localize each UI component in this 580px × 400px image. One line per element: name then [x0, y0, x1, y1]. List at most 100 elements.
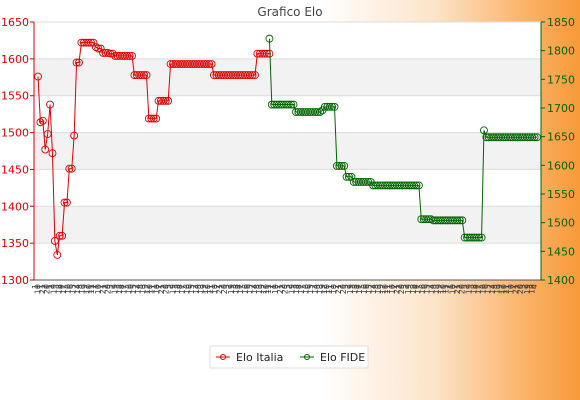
series-elo-italia [34, 38, 274, 259]
x-tick-label: 16 [479, 284, 488, 294]
x-tick-label: 20 [103, 284, 112, 294]
right-tick-label: 1450 [547, 245, 575, 258]
x-tick-label: 4 [353, 284, 362, 289]
x-tick-label: 19 [346, 284, 355, 294]
data-point-elo-fide [287, 100, 296, 109]
x-tick-label: 7 [367, 284, 376, 289]
x-tick-label: 2 [218, 284, 227, 289]
x-tick-label: 10 [388, 284, 397, 294]
right-tick-label: 1550 [547, 188, 575, 201]
right-tick-label: 1700 [547, 102, 575, 115]
x-tick-label: 2 [40, 284, 49, 289]
right-tick-label: 1500 [547, 217, 575, 230]
x-tick-label: 9 [495, 284, 504, 289]
x-tick-label: 10 [500, 284, 509, 294]
x-tick-label: 21 [511, 284, 520, 294]
x-tick-label: 3 [106, 284, 115, 289]
legend-item-elo-fide: Elo FIDE [300, 351, 365, 364]
x-tick-label: 3 [406, 284, 415, 289]
x-tick-label: 20 [220, 284, 229, 294]
legend-label-elo-italia: Elo Italia [236, 351, 283, 364]
x-tick-label: 18 [54, 284, 63, 294]
x-tick-label: 2 [332, 284, 341, 289]
data-point-elo-italia [41, 145, 50, 154]
x-tick-label: 7 [486, 284, 495, 289]
x-tick-label: 12 [320, 284, 329, 294]
x-tick-label: 10 [145, 284, 154, 294]
data-point-elo-fide [337, 161, 346, 170]
x-tick-label: 13 [138, 284, 147, 294]
x-tick-label: 21 [215, 284, 224, 294]
data-point-elo-italia [55, 231, 64, 240]
x-tick-label: 10 [152, 284, 161, 294]
data-point-elo-fide [475, 233, 484, 242]
x-tick-label: 11 [441, 284, 450, 294]
x-tick-label: 7 [248, 284, 257, 289]
x-tick-label: 18 [528, 284, 537, 294]
data-point-elo-italia [60, 198, 69, 207]
x-tick-label: 2 [108, 284, 117, 289]
x-tick-label: 20 [397, 284, 406, 294]
data-point-elo-italia [260, 49, 269, 58]
x-tick-label: 12 [201, 284, 210, 294]
x-tick-label: 4 [57, 284, 66, 289]
x-tick-label: 4 [530, 284, 539, 289]
x-tick-label: 13 [493, 284, 502, 294]
x-tick-label: 18 [292, 284, 301, 294]
legend-label-elo-fide: Elo FIDE [320, 351, 365, 364]
x-tick-label: 14 [488, 284, 497, 294]
data-point-elo-italia [207, 60, 216, 68]
x-tick-label: 7 [308, 284, 317, 289]
data-point-elo-fide [472, 233, 481, 242]
x-tick-label: 2 [155, 284, 164, 289]
x-tick-label: 1 [92, 284, 101, 289]
x-tick-label: 15 [187, 284, 196, 294]
x-tick-label: 6 [66, 284, 75, 289]
x-tick-label: 11 [87, 284, 96, 294]
right-tick-label: 1800 [547, 45, 575, 58]
data-point-elo-italia [48, 149, 57, 158]
x-tick-label: 9 [141, 284, 150, 289]
data-point-elo-italia [125, 51, 134, 60]
grid-band [34, 95, 541, 133]
x-tick-label: 10 [271, 284, 280, 294]
data-point-elo-fide [414, 181, 423, 190]
x-tick-label: 18 [232, 284, 241, 294]
left-tick-label: 1550 [1, 90, 29, 103]
x-tick-label: 9 [318, 284, 327, 289]
x-tick-label: 15 [364, 284, 373, 294]
x-tick-label: 18 [469, 284, 478, 294]
data-point-elo-italia [53, 250, 62, 259]
x-tick-label: 3 [290, 284, 299, 289]
x-tick-label: 18 [350, 284, 359, 294]
x-tick-label: 6 [304, 284, 313, 289]
data-point-elo-fide [311, 108, 320, 116]
x-tick-label: 19 [227, 284, 236, 294]
x-tick-label: 15 [246, 284, 255, 294]
x-tick-label: 8 [75, 284, 84, 289]
data-point-elo-italia [50, 236, 59, 245]
data-point-elo-fide [284, 100, 293, 109]
x-tick-label: 12 [437, 284, 446, 294]
x-tick-label: 9 [257, 284, 266, 289]
x-tick-label: 21 [276, 284, 285, 294]
series-layer [34, 34, 541, 259]
data-point-elo-fide [330, 102, 339, 111]
x-tick-label: 4 [411, 284, 420, 289]
x-tick-label: 6 [127, 284, 136, 289]
data-point-elo-italia [128, 51, 136, 60]
data-point-elo-italia [159, 96, 168, 105]
x-tick-label: 10 [33, 284, 42, 294]
data-point-elo-italia [137, 71, 146, 80]
x-tick-label: 14 [134, 284, 143, 294]
x-tick-label: 13 [255, 284, 264, 294]
x-tick-label: 10 [85, 284, 94, 294]
data-point-elo-italia [246, 71, 255, 80]
legend-marker-elo-fide [304, 354, 310, 360]
x-tick-label: 17 [413, 284, 422, 294]
x-tick-label: 12 [378, 284, 387, 294]
data-point-elo-fide [458, 216, 467, 225]
x-tick-label: 16 [301, 284, 310, 294]
x-tick-label: 20 [162, 284, 171, 294]
data-point-elo-italia [263, 49, 271, 58]
